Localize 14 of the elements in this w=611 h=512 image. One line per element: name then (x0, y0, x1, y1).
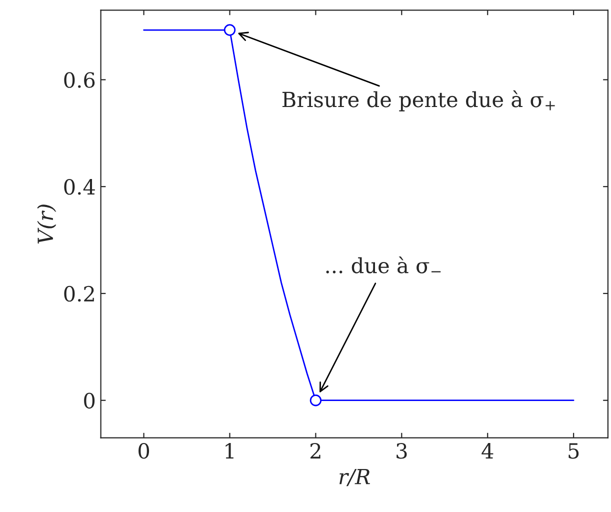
y-tick-label: 0 (84, 392, 95, 409)
x-tick-label: 4 (482, 442, 494, 458)
y-tick-label: 0.6 (64, 72, 95, 88)
x-tick-label: 1 (226, 442, 234, 458)
x-tick-label: 2 (310, 442, 320, 458)
y-axis-title: V(r) (37, 204, 56, 244)
x-tick-label: 5 (568, 443, 579, 459)
annotation: Brisure de pente due à σ$_{+}$ (282, 90, 555, 112)
x-tick-label: 0 (138, 442, 150, 459)
y-tick-label: 0.4 (64, 179, 95, 195)
y-tick-label: 0.2 (64, 286, 94, 302)
x-axis-title: r/R (340, 468, 370, 486)
x-tick-label: 3 (396, 442, 407, 459)
annotation: ... due à σ$_{−}$ (326, 256, 441, 274)
